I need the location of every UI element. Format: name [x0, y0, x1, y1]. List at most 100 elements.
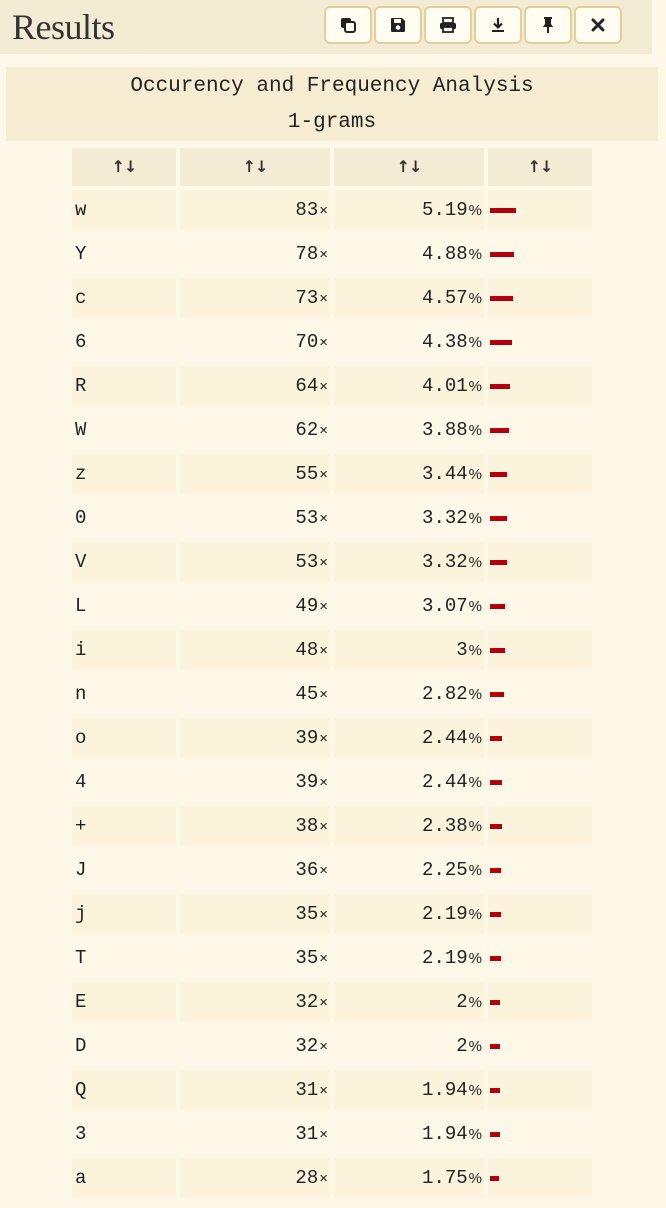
count-cell: 31×: [180, 1114, 330, 1154]
times-suffix: ×: [319, 994, 328, 1011]
count-value: 28: [295, 1167, 319, 1189]
times-suffix: ×: [319, 686, 328, 703]
ngram-cell: D: [72, 1026, 176, 1066]
sort-count-header[interactable]: ↑↓: [180, 148, 330, 186]
count-cell: 31×: [180, 1070, 330, 1110]
table-caption: Occurency and Frequency Analysis 1-grams: [6, 67, 658, 141]
ngram-cell: R: [72, 366, 176, 406]
toolbar: [324, 6, 622, 44]
frequency-value: 5.19: [422, 199, 468, 221]
count-value: 35: [295, 947, 319, 969]
results-header: Results: [0, 0, 652, 54]
frequency-cell: 2.38%: [334, 806, 484, 846]
count-cell: 73×: [180, 278, 330, 318]
frequency-bar: [490, 692, 504, 697]
count-value: 73: [295, 287, 319, 309]
frequency-cell: 4.38%: [334, 322, 484, 362]
frequency-bar: [490, 956, 501, 961]
count-value: 39: [295, 727, 319, 749]
close-button[interactable]: [574, 6, 622, 44]
count-cell: 53×: [180, 542, 330, 582]
table-row: J 36× 2.25%: [0, 850, 666, 890]
bar-cell: [488, 850, 592, 890]
bar-cell: [488, 674, 592, 714]
count-value: 53: [295, 551, 319, 573]
frequency-cell: 2.82%: [334, 674, 484, 714]
percent-suffix: %: [468, 774, 482, 791]
frequency-cell: 3.32%: [334, 542, 484, 582]
frequency-bar: [490, 648, 505, 653]
sort-bar-header[interactable]: ↑↓: [488, 148, 592, 186]
ngram-cell: a: [72, 1158, 176, 1198]
table-row: W 62× 3.88%: [0, 410, 666, 450]
bar-cell: [488, 410, 592, 450]
table-row: D 32× 2%: [0, 1026, 666, 1066]
frequency-value: 3.07: [422, 595, 468, 617]
caption-title: Occurency and Frequency Analysis: [130, 75, 534, 98]
frequency-cell: 1.94%: [334, 1114, 484, 1154]
frequency-value: 1.75: [422, 1167, 468, 1189]
ngram-cell: W: [72, 410, 176, 450]
frequency-cell: 3.32%: [334, 498, 484, 538]
frequency-value: 2.44: [422, 727, 468, 749]
times-suffix: ×: [319, 818, 328, 835]
sort-character-header[interactable]: ↑↓: [72, 148, 176, 186]
ngram-cell: T: [72, 938, 176, 978]
print-button[interactable]: [424, 6, 472, 44]
count-cell: 49×: [180, 586, 330, 626]
table-row: c 73× 4.57%: [0, 278, 666, 318]
frequency-value: 1.94: [422, 1079, 468, 1101]
bar-cell: [488, 542, 592, 582]
download-button[interactable]: [474, 6, 522, 44]
save-icon: [391, 18, 405, 32]
times-suffix: ×: [319, 466, 328, 483]
count-value: 53: [295, 507, 319, 529]
bar-cell: [488, 498, 592, 538]
times-suffix: ×: [319, 290, 328, 307]
times-suffix: ×: [319, 246, 328, 263]
ngram-cell: 0: [72, 498, 176, 538]
count-cell: 36×: [180, 850, 330, 890]
times-suffix: ×: [319, 774, 328, 791]
times-suffix: ×: [319, 642, 328, 659]
percent-suffix: %: [468, 950, 482, 967]
copy-button[interactable]: [324, 6, 372, 44]
frequency-bar: [490, 1044, 500, 1049]
count-cell: 35×: [180, 894, 330, 934]
count-value: 64: [295, 375, 319, 397]
count-cell: 45×: [180, 674, 330, 714]
frequency-value: 4.88: [422, 243, 468, 265]
ngram-cell: c: [72, 278, 176, 318]
bar-cell: [488, 718, 592, 758]
count-value: 62: [295, 419, 319, 441]
frequency-cell: 2.44%: [334, 762, 484, 802]
table-row: V 53× 3.32%: [0, 542, 666, 582]
times-suffix: ×: [319, 950, 328, 967]
pin-icon: [543, 17, 553, 33]
count-value: 39: [295, 771, 319, 793]
frequency-bar: [490, 1132, 500, 1137]
times-suffix: ×: [319, 1170, 328, 1187]
percent-suffix: %: [468, 730, 482, 747]
count-cell: 39×: [180, 762, 330, 802]
bar-cell: [488, 806, 592, 846]
frequency-bar: [490, 1088, 500, 1093]
download-icon: [492, 18, 504, 32]
ngram-cell: 4: [72, 762, 176, 802]
count-cell: 53×: [180, 498, 330, 538]
frequency-bar: [490, 428, 509, 433]
ngram-cell: Q: [72, 1070, 176, 1110]
times-suffix: ×: [319, 1038, 328, 1055]
ngram-cell: o: [72, 718, 176, 758]
count-cell: 35×: [180, 938, 330, 978]
percent-suffix: %: [468, 1038, 482, 1055]
save-button[interactable]: [374, 6, 422, 44]
frequency-cell: 2%: [334, 982, 484, 1022]
percent-suffix: %: [468, 510, 482, 527]
pin-button[interactable]: [524, 6, 572, 44]
sort-frequency-header[interactable]: ↑↓: [334, 148, 484, 186]
table-row: L 49× 3.07%: [0, 586, 666, 626]
percent-suffix: %: [468, 202, 482, 219]
frequency-bar: [490, 604, 505, 609]
bar-cell: [488, 278, 592, 318]
